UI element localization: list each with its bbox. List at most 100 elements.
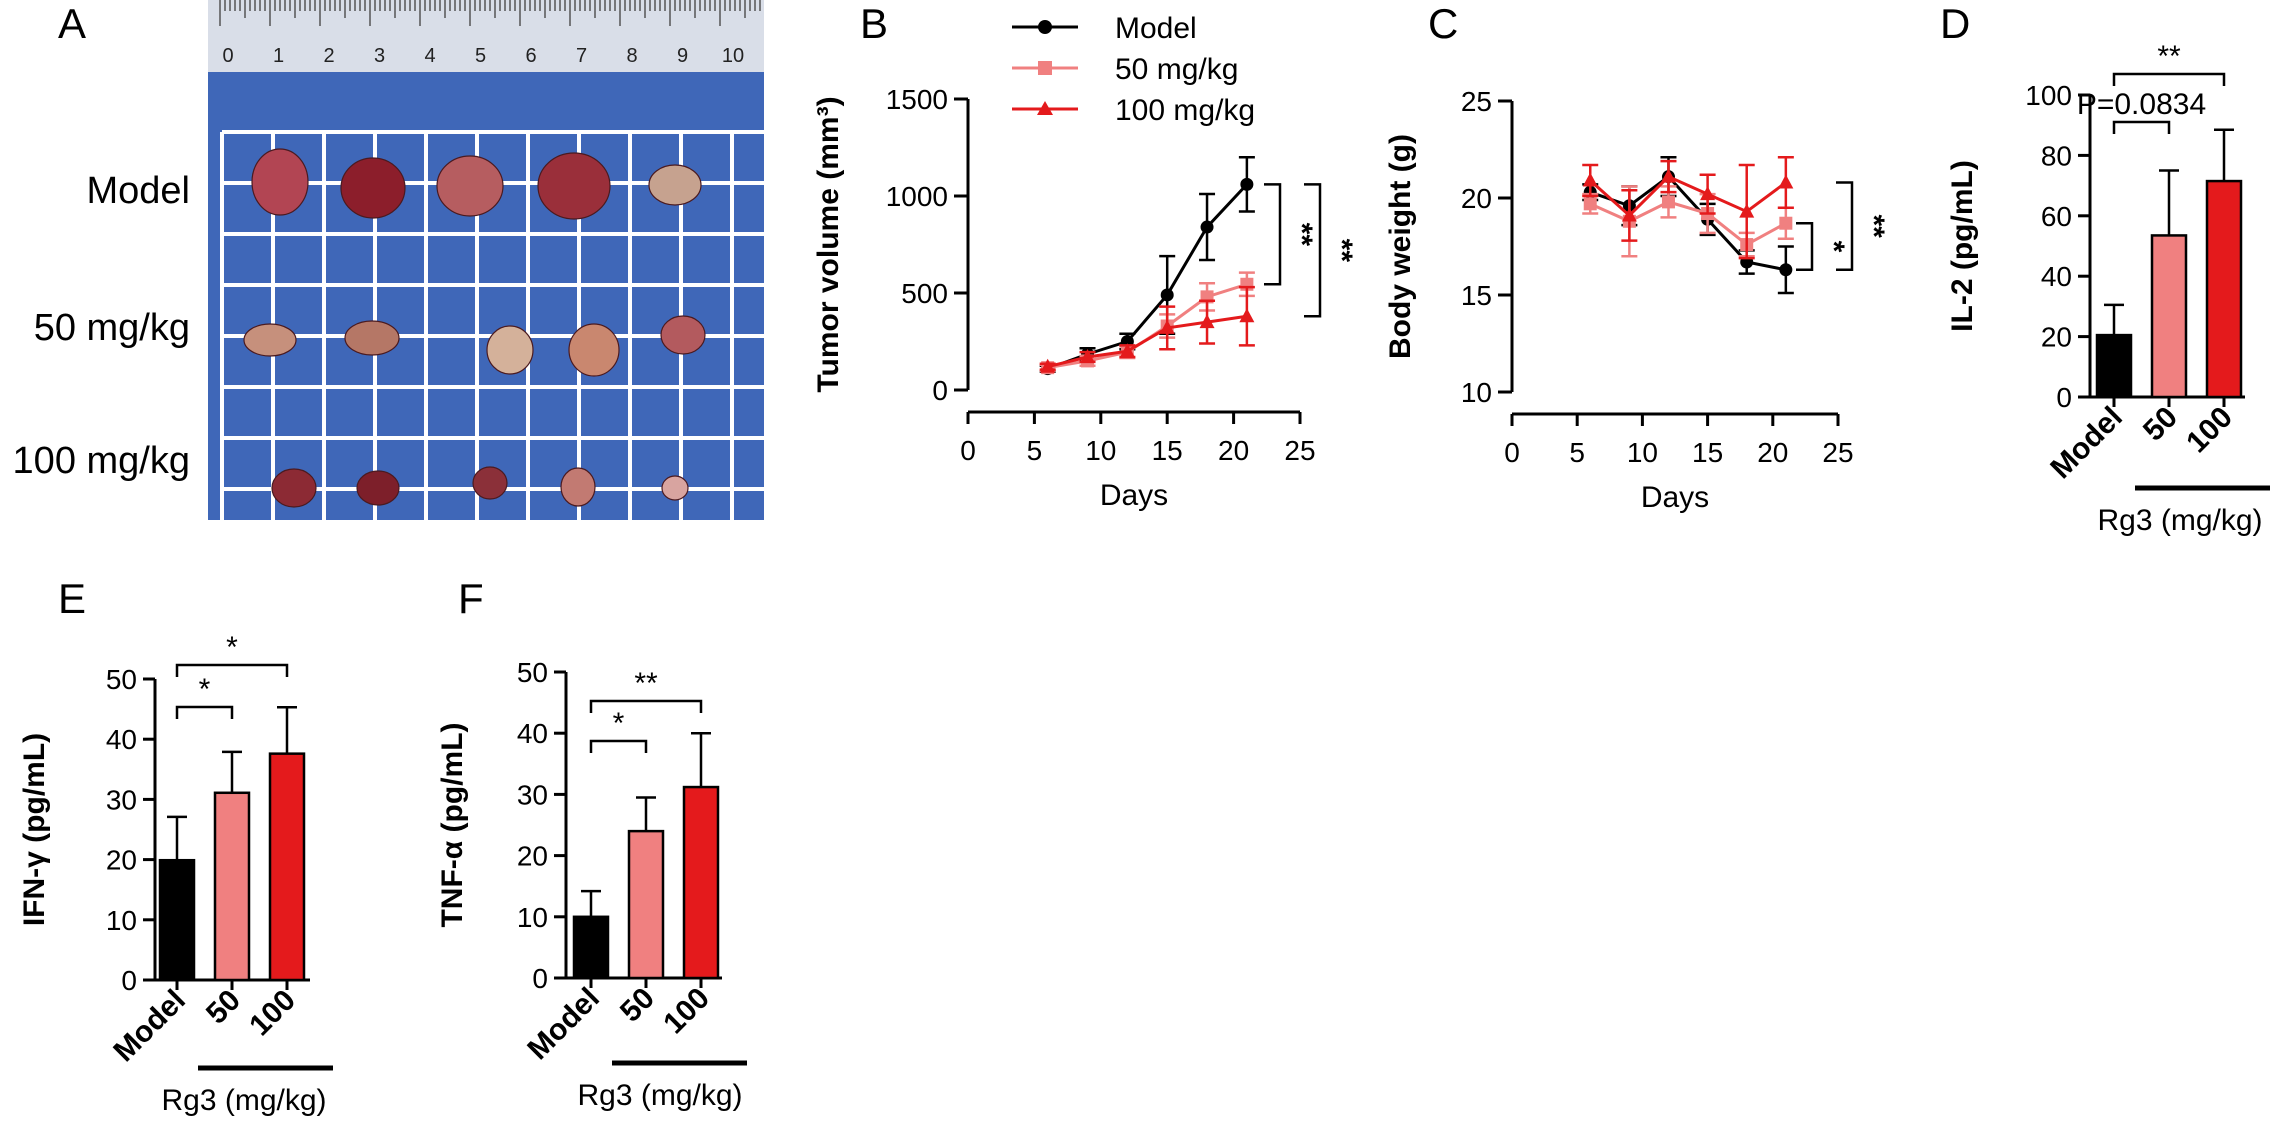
significance-bracket [2112,72,2226,86]
data-point [1700,186,1716,201]
significance-bracket [589,699,703,713]
y-tick-label: 20 [1461,183,1492,214]
category-label: 50 [200,984,247,1031]
category-label: 100 [657,982,716,1041]
data-point [1159,319,1175,334]
bar [627,829,665,980]
y-tick-label: 40 [517,718,548,749]
data-point [1621,207,1637,222]
data-point [1660,168,1676,183]
y-tick-label: 0 [932,375,948,406]
x-tick-label: 25 [1284,435,1315,466]
significance-label: * [226,631,238,664]
x-tick-label: 20 [1218,435,1249,466]
ruler-number: 6 [525,45,536,67]
tumor [648,164,702,206]
ruler-number: 4 [424,45,435,67]
bar [213,791,251,982]
x-tick-label: 0 [960,435,976,466]
y-tick-label: 10 [1461,377,1492,408]
y-tick-label: 0 [121,965,137,996]
group-label: Rg3 (mg/kg) [577,1079,742,1112]
series-line [1047,314,1248,369]
significance-bracket [175,705,234,719]
ruler-number: 9 [677,45,688,67]
significance-bracket [1796,221,1814,272]
legend-marker [1038,61,1052,75]
significance-label: ** [634,667,658,700]
series-line [1589,174,1787,272]
y-tick-label: 20 [517,841,548,872]
tumor [251,148,309,216]
y-tick-label: 80 [2041,140,2072,171]
ruler-number: 10 [722,45,744,67]
category-label: 100 [2180,401,2239,460]
data-point [1200,220,1214,234]
y-axis-title: Tumor volume (mm³) [812,96,845,392]
x-tick-label: 15 [1692,437,1723,468]
data-point [1080,349,1096,364]
significance-bracket [175,663,289,677]
y-axis-title: TNF-α (pg/mL) [436,722,469,927]
data-point [1240,177,1254,191]
y-tick-label: 15 [1461,280,1492,311]
tumor [560,467,596,507]
ruler-number: 2 [323,45,334,67]
x-tick-label: 20 [1757,437,1788,468]
data-point [1040,358,1056,373]
category-label: Model [521,982,606,1067]
chart-tumor-volume: 0 500 1000 1500 0 5 10 15 20 25 Days Tumor volume (… [812,84,1358,512]
y-tick-label: 1000 [886,181,948,212]
x-tick-label: 10 [1627,437,1658,468]
group-label: Rg3 (mg/kg) [161,1084,326,1117]
tumor-photograph: 0123456789101 [208,0,764,520]
y-tick-label: 100 [2025,80,2072,111]
y-tick-label: 0 [532,963,548,994]
ruler-number: 7 [576,45,587,67]
bar [158,858,196,982]
ruler-numbers: 0123456789101 [222,45,744,67]
legend-marker [1037,101,1053,115]
y-tick-label: 20 [2041,322,2072,353]
photo-background [208,0,764,520]
y-tick-label: 50 [106,664,137,695]
series-line [1589,174,1787,218]
series-line [1589,200,1787,247]
significance-label: ** [2157,40,2181,73]
legend-label: Model [1115,12,1197,45]
data-point [1199,314,1215,329]
data-point [1119,343,1135,358]
y-axis-title: IFN-γ (pg/mL) [18,733,51,926]
category-label: 100 [243,984,302,1043]
y-tick-label: 25 [1461,86,1492,117]
significance-label: * [199,673,211,706]
bar [2095,333,2133,399]
bar [682,785,720,980]
category-label: 50 [614,982,661,1029]
y-tick-label: 30 [517,779,548,810]
bar [268,752,306,982]
tumor [661,475,689,501]
ruler [208,0,764,72]
y-axis-title: Body weight (g) [1384,134,1417,359]
row-label-50: 50 mg/kg [33,307,190,349]
significance-bracket [589,739,648,753]
significance-bracket [2112,120,2171,134]
tumor [537,152,611,220]
data-point [1778,174,1794,189]
legend: Model 50 mg/kg 100 mg/kg [1012,12,1255,127]
category-label: Model [107,984,192,1069]
data-point [1739,203,1755,218]
tumor-photo-drawing: 0123456789101 [208,0,764,520]
panel-letter-d: D [1940,0,1971,47]
panel-letter-e: E [58,575,87,622]
ruler-number: 0 [222,45,233,67]
data-point [1779,263,1793,277]
ruler-number: 3 [374,45,385,67]
significance-label: * [613,707,625,740]
x-tick-label: 10 [1085,435,1116,466]
